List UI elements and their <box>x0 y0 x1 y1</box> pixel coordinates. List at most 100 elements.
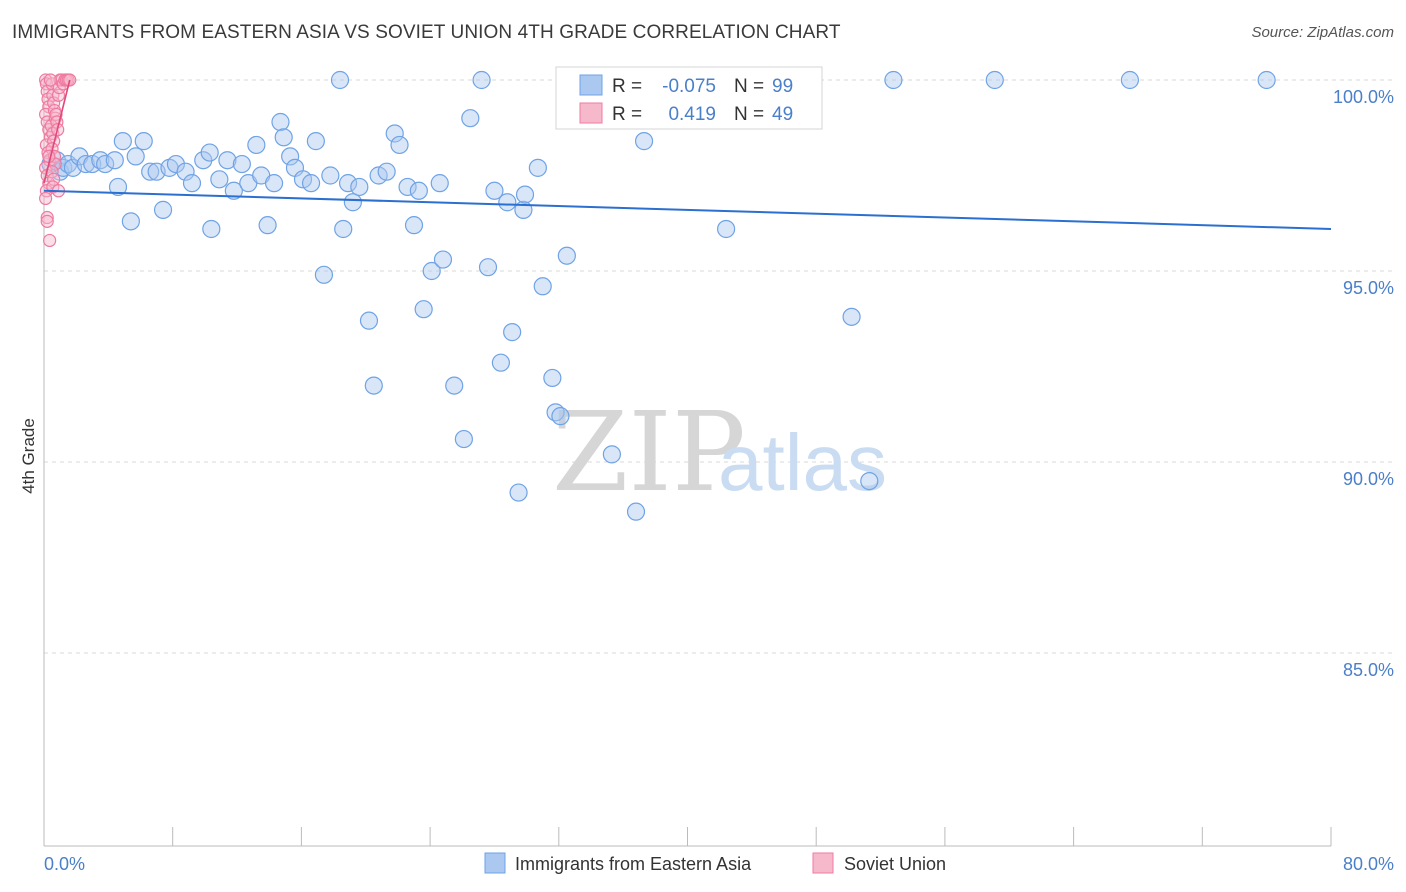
blue-data-point <box>141 162 160 181</box>
blue-data-point <box>404 216 424 235</box>
blue-data-point <box>218 151 237 170</box>
blue-data-point <box>343 193 362 212</box>
blue-data-point <box>364 376 383 395</box>
legend: Immigrants from Eastern Asia Soviet Unio… <box>484 852 946 874</box>
blue-data-point <box>134 132 153 151</box>
blue-data-point <box>264 174 284 193</box>
blue-data-point <box>202 219 221 239</box>
blue-data-point <box>543 368 562 388</box>
blue-data-point <box>258 216 277 235</box>
legend-label-eastern-asia: Immigrants from Eastern Asia <box>515 854 752 874</box>
blue-data-point <box>1257 70 1276 90</box>
legend-swatch-soviet-union <box>812 852 834 874</box>
blue-data-point <box>626 502 646 521</box>
stats-n-value-pink: 49 <box>772 104 793 125</box>
blue-data-point <box>153 200 173 219</box>
pink-data-point <box>43 73 58 87</box>
stats-n-label-pink: N = <box>734 104 764 125</box>
blue-data-point <box>430 174 449 193</box>
blue-data-point <box>377 162 396 181</box>
blue-data-point <box>398 177 417 197</box>
blue-data-point <box>182 174 202 193</box>
trend-lines <box>43 79 1332 230</box>
blue-data-point <box>602 445 621 464</box>
y-tick-label-90: 90.0% <box>1343 469 1394 489</box>
blue-data-point <box>461 109 480 128</box>
blue-data-point <box>210 170 229 189</box>
blue-data-point <box>338 174 358 193</box>
blue-data-point <box>485 181 504 200</box>
blue-data-point <box>433 250 453 269</box>
blue-data-point <box>96 154 115 174</box>
blue-data-point <box>498 193 517 212</box>
blue-data-point <box>247 135 266 155</box>
stats-r-value-pink: 0.419 <box>668 104 716 125</box>
watermark-zip: ZIP <box>552 388 746 516</box>
blue-data-point <box>409 181 428 200</box>
blue-data-point <box>301 174 321 193</box>
legend-label-soviet-union: Soviet Union <box>844 854 946 874</box>
legend-swatch-eastern-asia <box>484 852 506 874</box>
blue-data-point <box>414 300 433 319</box>
source-label: Source: ZipAtlas.com <box>1251 24 1394 41</box>
blue-data-point <box>232 154 251 174</box>
pink-trend-line <box>43 79 71 184</box>
blue-data-point <box>385 124 404 143</box>
stats-n-label-blue: N = <box>734 76 764 97</box>
y-tick-label-95: 95.0% <box>1343 278 1394 298</box>
blue-data-point <box>113 132 132 151</box>
blue-data-point <box>454 429 473 449</box>
blue-data-point <box>985 70 1004 90</box>
blue-data-point <box>717 219 736 239</box>
blue-data-point <box>551 407 570 426</box>
y-tick-label-100: 100.0% <box>1333 87 1394 107</box>
blue-data-point <box>108 177 128 197</box>
blue-data-point <box>274 128 293 147</box>
blue-data-point <box>306 132 325 151</box>
blue-data-point <box>842 307 861 326</box>
blue-data-point <box>334 219 353 239</box>
blue-data-point <box>557 246 576 265</box>
blue-data-point <box>359 311 379 330</box>
pink-data-point <box>39 191 53 206</box>
pink-data-point <box>40 210 54 225</box>
stats-r-label-pink: R = <box>612 104 642 125</box>
y-axis-label: 4th Grade <box>19 418 38 494</box>
stats-swatch-pink <box>579 102 603 124</box>
blue-data-point <box>478 258 498 277</box>
stats-swatch-blue <box>579 74 603 96</box>
blue-data-point <box>194 151 213 170</box>
blue-data-point <box>105 151 124 170</box>
blue-data-point <box>503 323 522 342</box>
blue-data-point <box>491 353 510 372</box>
blue-data-point <box>200 143 219 162</box>
blue-data-point <box>166 154 186 174</box>
blue-data-point <box>176 162 195 181</box>
x-tick-label-min: 0.0% <box>44 854 85 874</box>
blue-data-point <box>472 70 491 90</box>
stats-r-value-blue: -0.075 <box>662 76 716 97</box>
blue-data-point <box>515 185 535 204</box>
data-points <box>39 70 1276 521</box>
chart-title: IMMIGRANTS FROM EASTERN ASIA VS SOVIET U… <box>12 22 841 43</box>
blue-data-point <box>271 112 290 132</box>
blue-data-point <box>533 277 552 296</box>
stats-r-label-blue: R = <box>612 76 642 97</box>
pink-data-point <box>40 214 54 228</box>
blue-data-point <box>634 132 654 151</box>
x-axis-ticks <box>43 827 1332 846</box>
blue-data-point <box>445 376 464 395</box>
blue-data-point <box>330 70 350 90</box>
blue-data-point <box>314 265 334 284</box>
blue-data-point <box>76 154 95 174</box>
blue-data-point <box>860 472 879 491</box>
blue-data-point <box>390 135 409 155</box>
y-axis-labels: 85.0% 90.0% 95.0% 100.0% <box>1333 87 1394 680</box>
blue-data-point <box>509 483 528 502</box>
blue-trend-line <box>43 189 1332 230</box>
blue-data-point <box>281 147 300 166</box>
blue-data-point <box>422 261 441 281</box>
blue-data-point <box>121 212 140 231</box>
blue-data-point <box>126 147 145 166</box>
